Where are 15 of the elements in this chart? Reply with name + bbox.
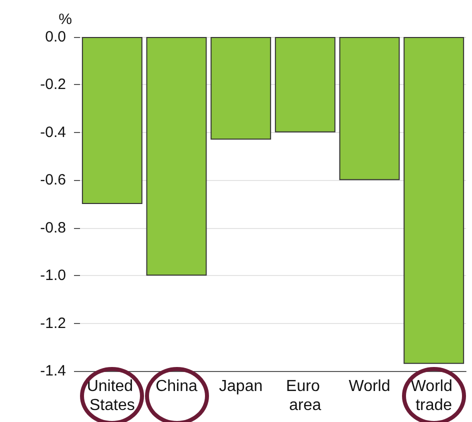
- y-tick-label: -0.8: [40, 219, 66, 236]
- y-tick-label: -0.4: [40, 124, 66, 141]
- y-axis-title: %: [58, 11, 72, 28]
- x-tick-label: United States: [86, 378, 138, 414]
- x-tick-label: Japan: [219, 378, 263, 395]
- x-tick-label: China: [156, 378, 198, 395]
- y-tick-label: -1.4: [40, 362, 66, 380]
- x-tick-label: World trade: [410, 378, 457, 414]
- y-tick-label: -1.0: [40, 267, 66, 284]
- y-tick-label: -0.6: [40, 172, 66, 189]
- x-tick-label: Euro area: [286, 378, 324, 414]
- x-tick-label: World: [348, 378, 390, 395]
- y-tick-label: -1.2: [40, 314, 66, 332]
- y-tick-label: 0.0: [45, 28, 66, 46]
- y-tick-label: -0.2: [40, 76, 66, 94]
